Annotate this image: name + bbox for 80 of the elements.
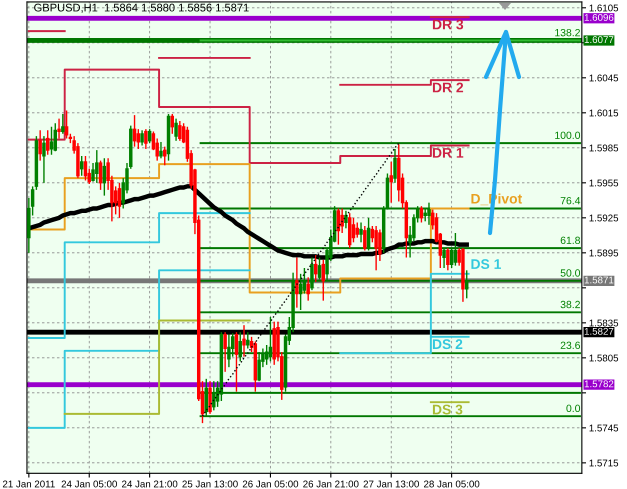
y-tick-label: 1.5835 (590, 320, 618, 326)
x-tick-label: 24 Jan 21:00 (122, 480, 178, 488)
candlestick (98, 160, 102, 191)
candlestick (84, 155, 88, 182)
candlestick (295, 256, 299, 308)
ref-line-label: 1.6077 (584, 36, 614, 44)
y-tick-label: 1.5715 (590, 460, 618, 466)
candlestick (174, 118, 178, 142)
candlestick (314, 254, 318, 283)
candlestick (322, 259, 326, 302)
ref-line-label: 1.5782 (584, 380, 614, 388)
y-tick-label: 1.6045 (590, 74, 618, 82)
y-tick-label: 1.5805 (590, 354, 618, 362)
series-label: DR 3 (432, 20, 464, 30)
series-label: DS 2 (432, 339, 462, 350)
series-label: DS 3 (432, 404, 462, 414)
series-label: DR 2 (432, 82, 464, 92)
candlestick (118, 182, 122, 219)
candlestick (159, 141, 163, 160)
candlestick (336, 208, 340, 246)
candlestick (64, 110, 68, 140)
candlestick (374, 225, 378, 272)
ref-line-label: 1.6096 (584, 14, 614, 21)
annotation: 23.6 (560, 342, 580, 350)
annotation: 0.0 (566, 404, 580, 412)
annotation: 38.2 (560, 300, 580, 308)
candlestick (46, 130, 50, 156)
candlestick (95, 149, 99, 184)
candlestick (170, 113, 174, 134)
y-tick-label: 1.5745 (590, 424, 618, 432)
candlestick (390, 161, 393, 204)
x-tick-label: 21 Jan 2011 (2, 480, 55, 488)
annotation: 100.0 (555, 132, 580, 139)
candlestick (102, 158, 106, 196)
candlestick (234, 331, 238, 392)
candlestick (140, 130, 144, 146)
candlestick (356, 222, 359, 238)
y-tick-label: 1.6105 (590, 4, 618, 12)
candlestick (420, 205, 424, 224)
y-tick-label: 1.6015 (590, 110, 618, 116)
annotation: 50.0 (560, 269, 580, 277)
candlestick (306, 276, 310, 302)
annotation: 76.4 (560, 196, 580, 204)
annotation: 61.8 (560, 236, 580, 244)
x-tick-label: 25 Jan 13:00 (182, 480, 238, 488)
candlestick (246, 331, 250, 350)
y-tick-label: 1.5925 (590, 214, 618, 222)
annotation: 138.2 (555, 28, 580, 36)
x-tick-label: 26 Jan 05:00 (242, 480, 298, 488)
candlestick (38, 130, 42, 162)
x-tick-label: 28 Jan 05:00 (424, 480, 480, 488)
y-tick-label: 1.5955 (590, 180, 618, 186)
candlestick (50, 126, 54, 156)
x-tick-label: 27 Jan 13:00 (364, 480, 419, 488)
candlestick (363, 225, 367, 252)
candlestick (163, 146, 166, 166)
candlestick (57, 118, 61, 140)
candlestick (446, 247, 450, 272)
chart-title: GBPUSD,H1 1.5864 1.5880 1.5856 1.5871 (34, 4, 249, 13)
ref-line-label: 1.5871 (584, 276, 614, 284)
candlestick (359, 222, 363, 244)
y-tick-label: 1.5895 (590, 250, 618, 256)
candlestick (148, 128, 152, 144)
x-tick-label: 24 Jan 05:00 (62, 480, 117, 488)
candlestick (54, 122, 57, 152)
candlestick (132, 114, 136, 148)
ref-line-label: 1.5827 (584, 328, 614, 335)
series-label: DS 1 (471, 259, 501, 269)
candlestick (223, 331, 227, 373)
candlestick (208, 380, 212, 415)
candlestick (242, 324, 246, 358)
candlestick (80, 155, 84, 177)
series-label: DR 1 (432, 148, 464, 158)
candlestick (42, 135, 46, 184)
candlestick (340, 208, 344, 234)
y-tick-label: 1.5985 (590, 144, 618, 152)
candlestick (144, 128, 148, 150)
candlestick (178, 120, 182, 142)
x-tick-label: 26 Jan 21:00 (303, 480, 359, 488)
candlestick (61, 113, 65, 134)
